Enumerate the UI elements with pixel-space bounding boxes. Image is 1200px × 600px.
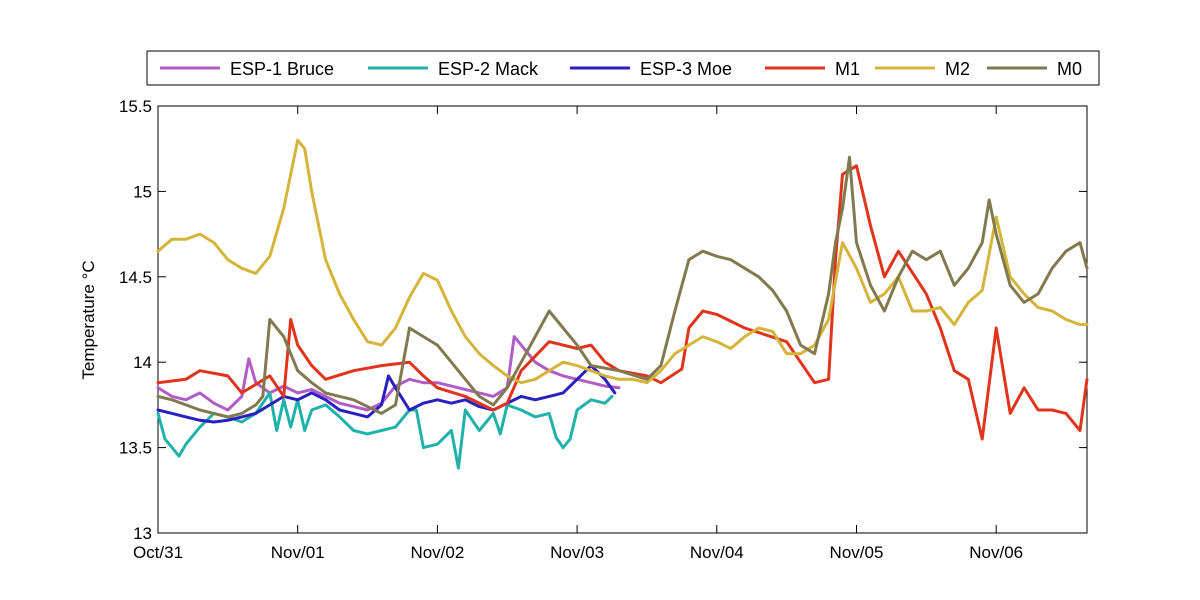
legend-label: M1 xyxy=(835,59,860,79)
plot-frame xyxy=(157,105,1088,534)
legend-label: ESP-1 Bruce xyxy=(230,59,334,79)
series-line-m1 xyxy=(156,164,1089,441)
series-line-esp-1-bruce xyxy=(156,335,621,412)
x-tick-label: Nov/01 xyxy=(271,543,325,562)
y-tick-label: 14.5 xyxy=(119,268,152,287)
y-tick-label: 13.5 xyxy=(119,439,152,458)
x-tick-label: Nov/06 xyxy=(969,543,1023,562)
x-tick-label: Nov/03 xyxy=(550,543,604,562)
x-tick-label: Nov/05 xyxy=(830,543,884,562)
legend-label: ESP-3 Moe xyxy=(640,59,732,79)
legend-label: ESP-2 Mack xyxy=(438,59,539,79)
series-line-esp-3-moe xyxy=(156,364,617,424)
series-line-m2 xyxy=(156,138,1089,385)
x-tick-label: Nov/02 xyxy=(410,543,464,562)
x-tick-label: Nov/04 xyxy=(690,543,744,562)
legend-label: M0 xyxy=(1057,59,1082,79)
y-tick-label: 15 xyxy=(133,182,152,201)
y-tick-label: 15.5 xyxy=(119,97,152,116)
y-axis-label: Temperature °C xyxy=(79,260,98,379)
series-layer xyxy=(156,138,1089,470)
y-tick-label: 13 xyxy=(133,524,152,543)
x-tick-label: Oct/31 xyxy=(133,543,183,562)
legend: ESP-1 Bruce ESP-2 Mack ESP-3 Moe M1 M2 M0 xyxy=(146,50,1100,86)
axis-layer: 13 13.5 14 14.5 15 15.5 Oct/31 Nov/01 Nov/02 Nov/… xyxy=(119,97,1087,562)
series-line-m0 xyxy=(156,155,1089,419)
legend-label: M2 xyxy=(945,59,970,79)
y-tick-label: 14 xyxy=(133,353,152,372)
